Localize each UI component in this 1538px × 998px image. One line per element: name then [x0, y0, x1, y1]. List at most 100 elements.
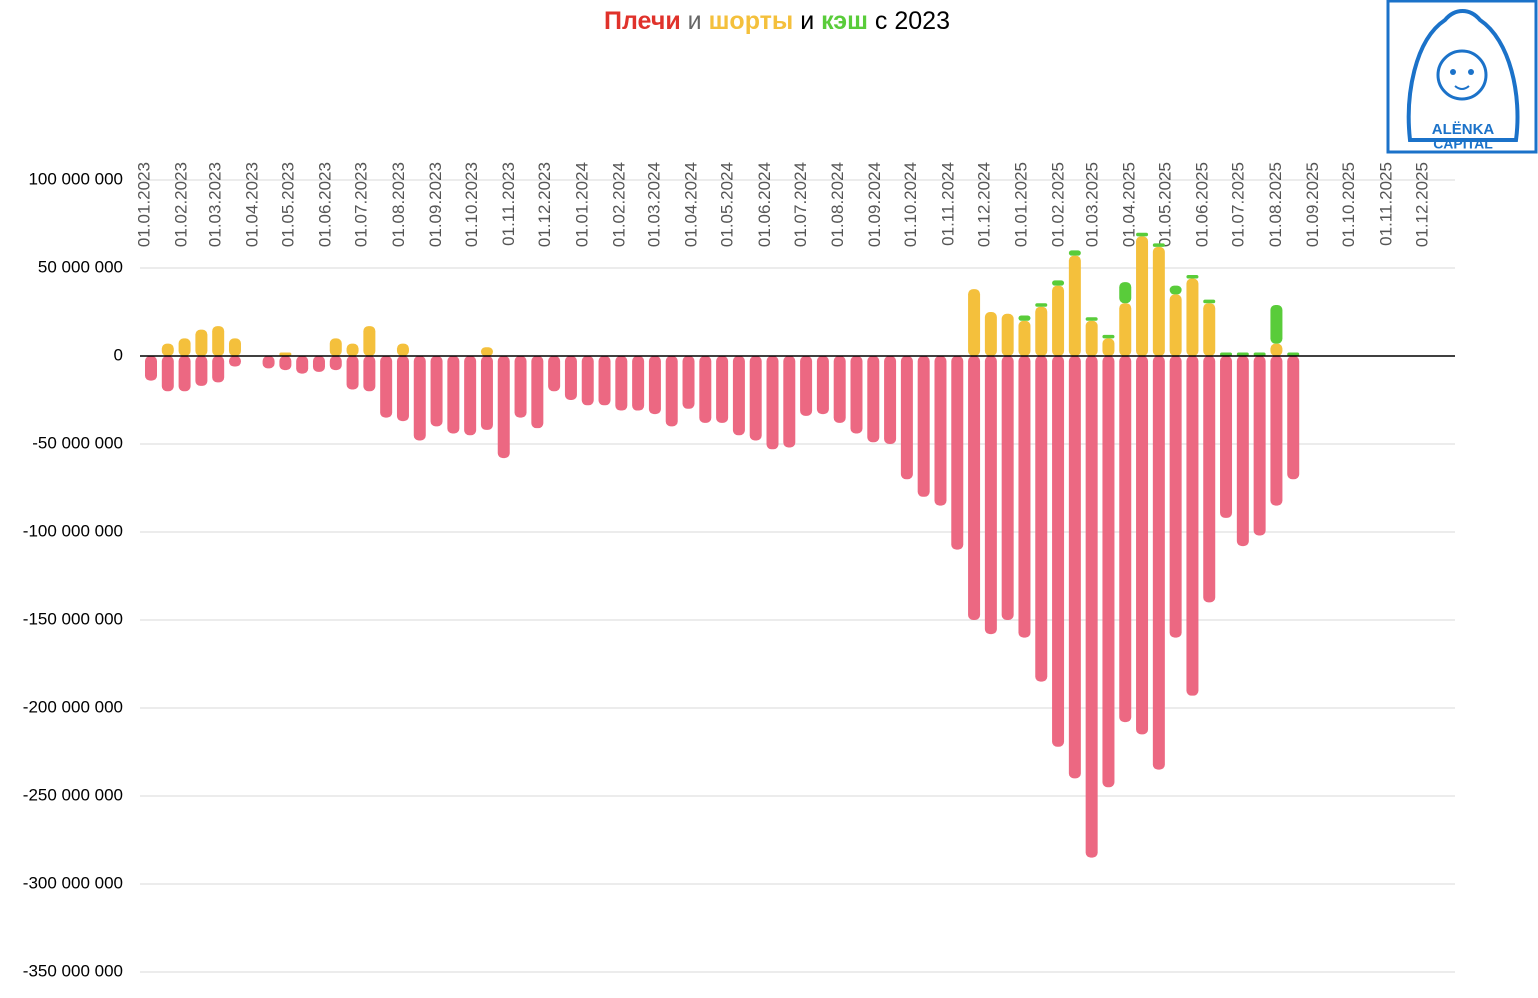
bar	[867, 356, 880, 443]
bar	[178, 338, 191, 356]
bar	[1001, 313, 1014, 356]
bar	[1018, 320, 1031, 356]
x-tick-label: 01.09.2025	[1303, 162, 1322, 247]
title-part: и	[800, 7, 814, 35]
plot: 100 000 000 50 000 000 0 -50 000 000 -100 00…	[23, 162, 1455, 980]
bar	[1186, 356, 1199, 696]
bar	[581, 356, 594, 406]
bar	[1253, 352, 1266, 356]
logo-text: ALËNKA	[1432, 121, 1495, 138]
bar	[312, 356, 325, 372]
bar	[1236, 352, 1249, 356]
y-tick-label: 50 000 000	[38, 257, 123, 276]
x-tick-label: 01.01.2024	[572, 162, 591, 247]
bar	[1068, 255, 1081, 356]
y-tick-label: 100 000 000	[28, 169, 123, 188]
bar	[1102, 334, 1115, 339]
title-part: с 2023	[875, 7, 950, 35]
x-tick-label: 01.01.2023	[134, 162, 153, 247]
bar	[984, 312, 997, 356]
title-part: шорты	[709, 7, 794, 35]
bar	[632, 356, 645, 411]
logo-eye	[1468, 69, 1474, 75]
x-tick-label: 01.12.2023	[535, 162, 554, 247]
bar	[1136, 236, 1149, 356]
bar	[749, 356, 762, 441]
bar	[346, 343, 359, 356]
x-tick-label: 01.06.2023	[316, 162, 335, 247]
bar	[1186, 278, 1199, 356]
logo-face	[1436, 49, 1488, 101]
bar	[228, 356, 241, 367]
bar	[212, 326, 225, 356]
bar	[1169, 285, 1182, 295]
bar	[1035, 306, 1048, 356]
bar	[816, 356, 829, 415]
bar	[480, 347, 493, 356]
bar	[1035, 303, 1048, 307]
x-tick-label: 01.09.2023	[426, 162, 445, 247]
bar	[178, 356, 191, 392]
bar	[1169, 294, 1182, 356]
bar	[480, 356, 493, 430]
bar	[1270, 343, 1283, 356]
bar	[447, 356, 460, 434]
x-tick-label: 01.05.2023	[278, 162, 297, 247]
bar	[497, 356, 510, 459]
bar	[1203, 299, 1216, 304]
bar	[195, 329, 208, 356]
bar	[615, 356, 628, 411]
bar	[1152, 246, 1165, 356]
y-tick-label: -200 000 000	[23, 697, 123, 716]
bar	[1068, 356, 1081, 779]
y-tick-label: -350 000 000	[23, 961, 123, 980]
x-tick-label: 01.02.2023	[172, 162, 191, 247]
bar	[1052, 285, 1065, 356]
x-tick-label: 01.06.2024	[755, 162, 774, 247]
bar	[346, 356, 359, 390]
x-tick-label: 01.11.2024	[938, 162, 957, 246]
bar	[1169, 356, 1182, 638]
bar	[1119, 356, 1132, 723]
bar	[144, 356, 157, 381]
x-tick-label: 01.07.2023	[352, 162, 371, 247]
bar	[968, 289, 981, 356]
x-tick-label: 01.04.2023	[242, 162, 261, 247]
x-tick-label: 01.10.2023	[462, 162, 481, 247]
bar	[1018, 356, 1031, 638]
bar	[396, 343, 409, 356]
bar	[1119, 282, 1132, 304]
bar	[648, 356, 661, 415]
bar	[1270, 356, 1283, 506]
x-tick-label: 01.05.2025	[1156, 162, 1175, 247]
bar	[396, 356, 409, 422]
bar	[783, 356, 796, 448]
bar	[212, 356, 225, 383]
bar	[279, 352, 292, 356]
bar	[1287, 356, 1300, 480]
bar	[1203, 356, 1216, 603]
bar	[329, 356, 342, 371]
x-tick-label: 01.08.2025	[1266, 162, 1285, 247]
logo-text: CAPITAL	[1433, 136, 1493, 152]
bar	[1203, 303, 1216, 356]
bar	[1085, 356, 1098, 858]
x-tick-label: 01.09.2024	[865, 162, 884, 247]
bar	[161, 356, 174, 392]
bar	[884, 356, 897, 444]
logo-mouth	[1454, 85, 1470, 90]
x-tick-label: 01.10.2025	[1339, 162, 1358, 247]
y-tick-label: -150 000 000	[23, 609, 123, 628]
bar	[514, 356, 527, 418]
logo: ALËNKA CAPITAL	[1386, 0, 1538, 154]
title-part: кэш	[821, 7, 868, 35]
bar	[329, 338, 342, 356]
bar	[548, 356, 561, 392]
bar	[228, 338, 241, 356]
y-tick-label: -50 000 000	[32, 433, 123, 452]
bar	[1119, 303, 1132, 356]
x-tick-label: 01.07.2024	[791, 162, 810, 247]
bar	[598, 356, 611, 406]
bar	[1186, 275, 1199, 279]
bar	[161, 343, 174, 356]
